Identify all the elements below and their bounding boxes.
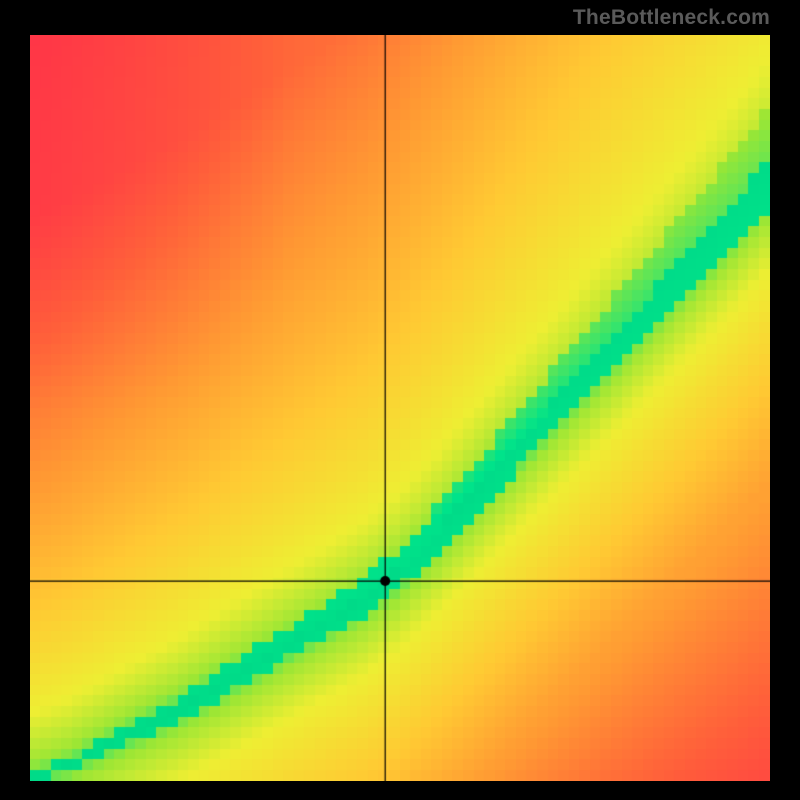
chart-container: TheBottleneck.com (0, 0, 800, 800)
bottleneck-heatmap (30, 35, 770, 781)
watermark-text: TheBottleneck.com (573, 6, 770, 30)
